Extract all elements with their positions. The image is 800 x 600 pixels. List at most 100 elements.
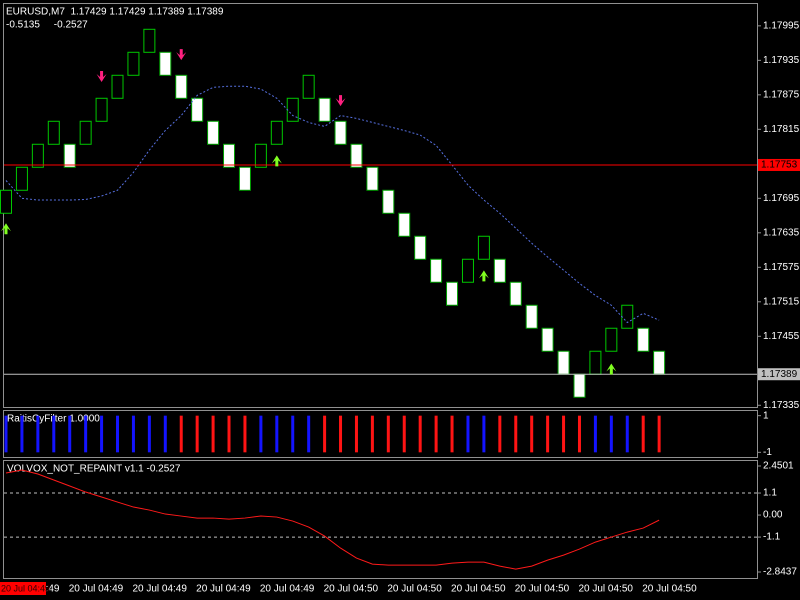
up-brick — [111, 74, 124, 99]
x-tick-label: 20 Jul 04:49 — [260, 584, 315, 595]
down-brick — [318, 97, 331, 122]
filter-bar — [339, 415, 343, 453]
down-brick — [493, 258, 506, 283]
up-brick — [254, 143, 267, 168]
filter-bar — [275, 415, 279, 453]
down-brick — [414, 235, 427, 260]
cursor-label: 20 Jul 04:49 — [1, 583, 50, 593]
buy-arrows — [606, 363, 617, 375]
filter-bar — [195, 415, 199, 453]
x-tick-label: 20 Jul 04:50 — [578, 584, 633, 595]
filter-bar — [259, 415, 263, 453]
down-brick — [509, 281, 522, 306]
filter-bar — [116, 415, 120, 453]
filter-bar — [52, 415, 56, 453]
moving-line — [5, 85, 660, 324]
filter-bar — [163, 415, 167, 453]
up-brick — [15, 166, 28, 191]
filter-bar — [498, 415, 502, 453]
filter-bar — [227, 415, 231, 453]
filter-bar — [466, 415, 470, 453]
up-brick — [143, 28, 156, 53]
down-brick — [223, 143, 236, 168]
y-tick-label: -2.8437 — [763, 567, 797, 578]
volvox-panel — [3, 460, 758, 579]
y-tick-label: 1.17635 — [763, 227, 800, 238]
filter-bar — [625, 415, 629, 453]
filter-bar — [546, 415, 550, 453]
down-brick — [175, 74, 188, 99]
y-tick-label: 1.17935 — [763, 55, 800, 66]
up-brick — [461, 258, 474, 283]
down-brick — [637, 327, 650, 352]
down-brick — [557, 350, 570, 375]
filter-bar — [370, 415, 374, 453]
x-tick-label: 20 Jul 04:49 — [69, 584, 124, 595]
filter-bar — [354, 415, 358, 453]
price-label: 1.17753 — [761, 160, 798, 171]
down-brick — [350, 143, 363, 168]
up-brick — [605, 327, 618, 352]
x-tick-label: 20 Jul 04:49 — [196, 584, 251, 595]
y-tick-label: 1.17515 — [763, 296, 800, 307]
filter-bar — [291, 415, 295, 453]
up-brick — [127, 51, 140, 76]
price-label-bg — [758, 158, 800, 171]
y-tick-label: 0.00 — [763, 510, 783, 521]
y-tick-label: 1.17695 — [763, 193, 800, 204]
filter-bar — [68, 415, 72, 453]
y-tick-label: 1.17575 — [763, 262, 800, 273]
chart-title: EURUSD,M7 1.17429 1.17429 1.17389 1.1738… — [6, 7, 224, 18]
buy-arrows — [271, 155, 282, 167]
x-tick-label: 20 Jul 04:50 — [387, 584, 442, 595]
down-brick — [334, 120, 347, 145]
down-brick — [430, 258, 443, 283]
filter-bar — [100, 415, 104, 453]
sell-arrows — [335, 95, 346, 107]
down-brick — [159, 51, 172, 76]
buy-arrows — [1, 223, 11, 235]
down-brick — [207, 120, 220, 145]
chart-subtitle: -0.5135 -0.2527 — [6, 20, 88, 31]
filter-bar — [641, 415, 645, 453]
filter-bar — [4, 415, 8, 453]
price-label: 1.17389 — [761, 369, 798, 380]
down-brick — [366, 166, 379, 191]
y-tick-label: 1.17335 — [763, 400, 800, 411]
indicator-line — [5, 469, 660, 570]
filter-bar — [450, 415, 454, 453]
filter-bar — [609, 415, 613, 453]
x-tick-label: 20 Jul 04:50 — [451, 584, 506, 595]
down-brick — [398, 212, 411, 237]
down-brick — [525, 304, 538, 329]
up-brick — [95, 97, 108, 122]
y-tick-label: 2.4501 — [763, 461, 794, 472]
x-tick-label: 20 Jul 04:50 — [515, 584, 570, 595]
filter-bar — [307, 415, 311, 453]
filter-bar — [131, 415, 135, 453]
y-tick-label: 1 — [763, 410, 769, 421]
down-brick — [573, 373, 586, 398]
up-brick — [31, 143, 44, 168]
filter-panel — [3, 410, 758, 458]
y-tick-label: 1.17875 — [763, 89, 800, 100]
panel-title: VOLVOX_NOT_REPAINT v1.1 -0.2527 — [7, 464, 181, 475]
filter-bar — [323, 415, 327, 453]
sell-arrows — [176, 49, 187, 61]
down-brick — [653, 350, 666, 375]
buy-arrows — [478, 270, 489, 282]
y-tick-label: 1.17455 — [763, 331, 800, 342]
up-brick — [270, 120, 283, 145]
x-tick-label: 20 Jul 04:50 — [324, 584, 379, 595]
up-brick — [621, 304, 634, 329]
y-tick-label: -1.1 — [763, 532, 781, 543]
up-brick — [0, 189, 12, 214]
filter-bar — [211, 415, 215, 453]
filter-bar — [147, 415, 151, 453]
filter-bar — [84, 415, 88, 453]
filter-bar — [402, 415, 406, 453]
y-tick-label: -1 — [763, 447, 772, 458]
